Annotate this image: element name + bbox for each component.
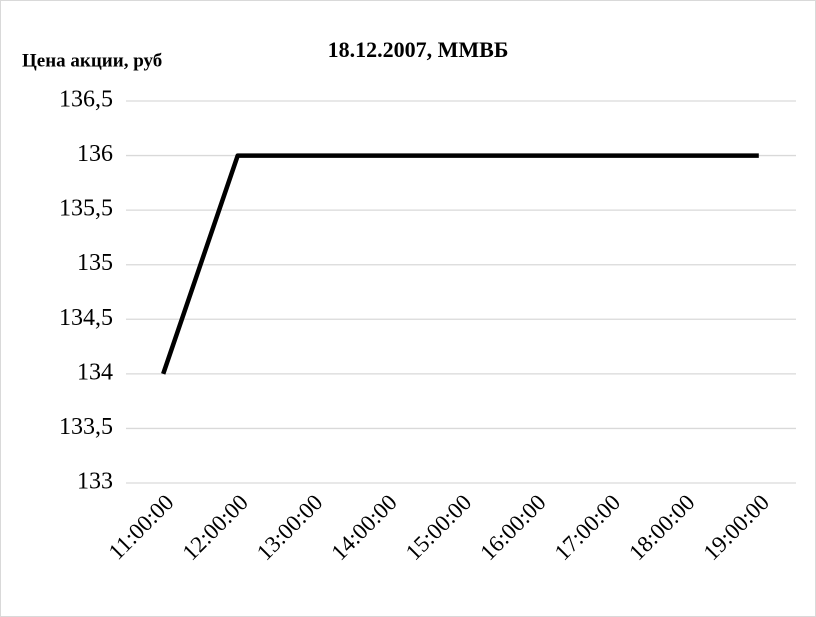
line — [161, 153, 759, 375]
y-tick-label: 135,5 — [59, 196, 113, 222]
chart-title: 18.12.2007, ММВБ — [328, 37, 509, 62]
y-tick-label: 136,5 — [59, 87, 113, 113]
y-tick-label: 134 — [77, 359, 113, 385]
y-tick-label: 133 — [77, 469, 113, 495]
y-tick-label: 135 — [77, 250, 113, 276]
y-tick-label: 136 — [77, 141, 113, 167]
y-tick-label: 133,5 — [59, 414, 113, 440]
y-axis-label: Цена акции, руб — [22, 50, 162, 71]
y-tick-label: 134,5 — [59, 305, 113, 331]
